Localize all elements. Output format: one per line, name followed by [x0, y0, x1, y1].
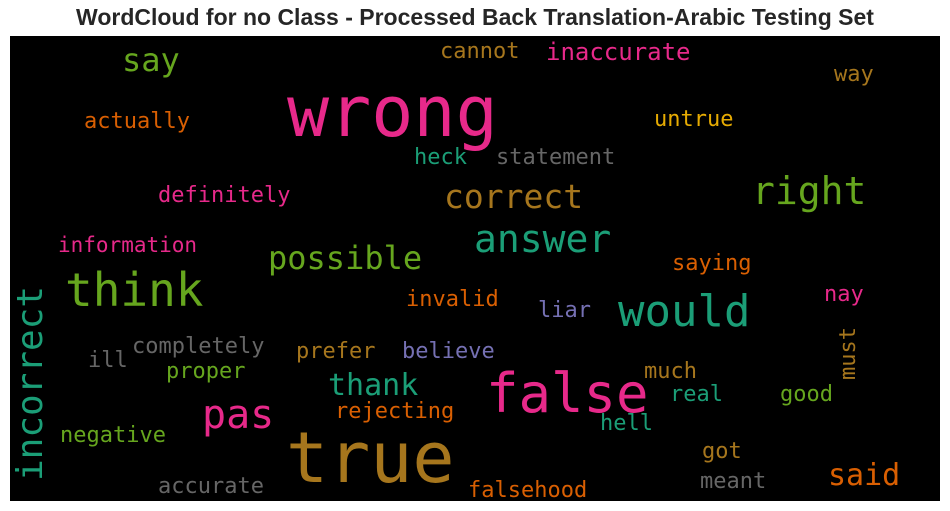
word-think: think [65, 263, 203, 317]
word-falsehood: falsehood [468, 478, 587, 501]
wordcloud-words: wrong true false would think answer right pas in… [10, 38, 900, 501]
word-proper: proper [166, 359, 245, 384]
word-incorrect: incorrect [10, 286, 51, 481]
word-right: right [752, 169, 866, 213]
word-prefer: prefer [296, 339, 375, 364]
word-hell: hell [600, 411, 653, 436]
word-accurate: accurate [158, 474, 264, 499]
word-ill: ill [88, 348, 128, 373]
word-true: true [286, 417, 455, 499]
word-way: way [834, 62, 874, 87]
word-believe: believe [402, 339, 495, 364]
word-completely: completely [132, 334, 264, 359]
word-meant: meant [700, 469, 766, 494]
word-inaccurate: inaccurate [546, 38, 691, 66]
word-definitely: definitely [158, 183, 290, 208]
word-good: good [780, 382, 833, 407]
word-possible: possible [268, 239, 422, 277]
word-invalid: invalid [406, 287, 499, 312]
word-statement: statement [496, 145, 615, 170]
word-information: information [58, 233, 197, 257]
word-say: say [122, 41, 180, 79]
word-actually: actually [84, 109, 190, 134]
word-thank: thank [328, 368, 418, 403]
word-must: must [836, 327, 861, 380]
word-liar: liar [538, 298, 591, 323]
wordcloud-background [10, 36, 940, 501]
word-got: got [702, 439, 742, 464]
word-real: real [670, 382, 723, 407]
word-negative: negative [60, 423, 166, 448]
word-pas: pas [202, 392, 274, 438]
wordcloud-canvas: wrong true false would think answer right pas in… [10, 36, 940, 501]
chart-title: WordCloud for no Class - Processed Back … [76, 4, 874, 30]
word-heck: heck [414, 145, 467, 170]
word-nay: nay [824, 282, 864, 307]
word-untrue: untrue [654, 107, 733, 132]
word-false: false [486, 362, 649, 425]
word-cannot: cannot [440, 39, 519, 64]
word-would: would [618, 286, 750, 337]
word-answer: answer [474, 217, 611, 261]
word-saying: saying [672, 251, 751, 276]
word-correct: correct [444, 177, 583, 216]
word-much: much [644, 359, 697, 384]
word-wrong: wrong [287, 71, 498, 153]
word-said: said [828, 458, 900, 493]
word-rejecting: rejecting [335, 399, 454, 424]
